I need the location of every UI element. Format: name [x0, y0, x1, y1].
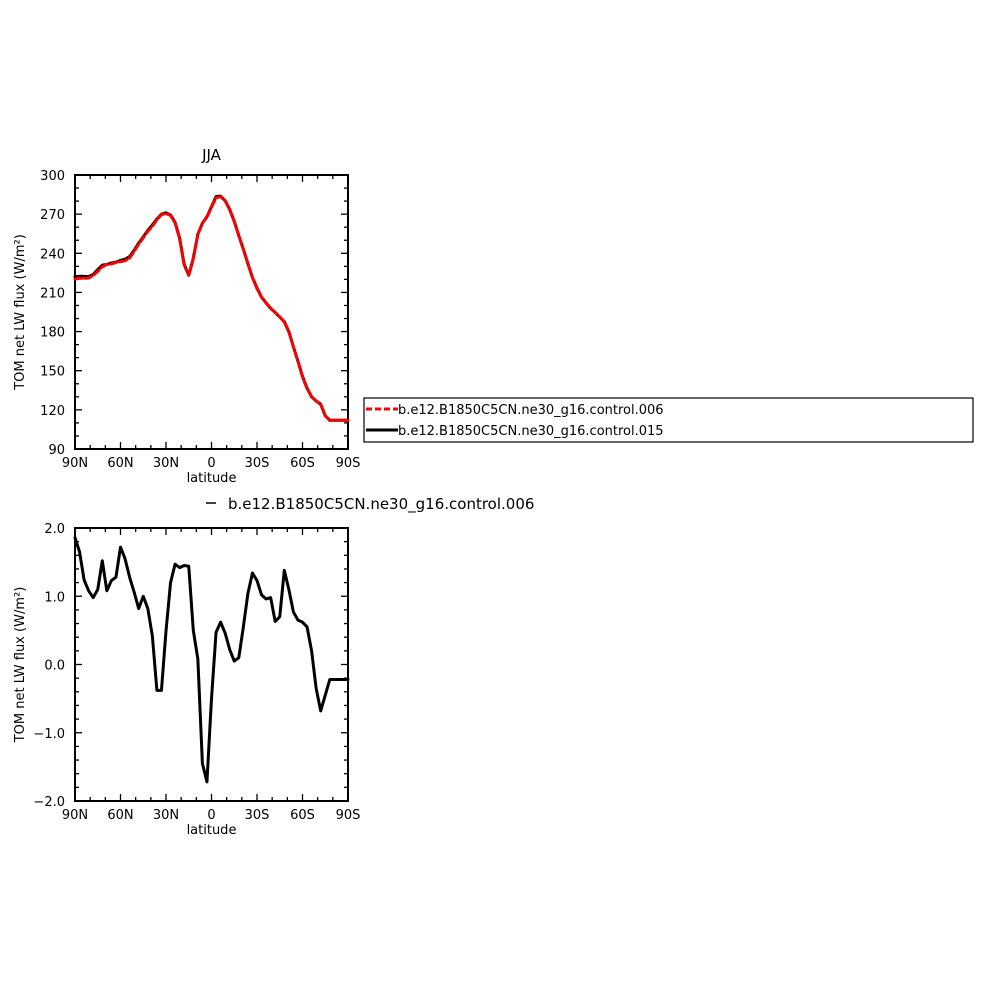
top-panel: JJA 90N 60N 30N 0 30S 60S 90S 90 120 150 180 210 240…	[13, 146, 360, 486]
top-x-tick-label: 60N	[107, 456, 133, 471]
top-y-tick-label: 210	[40, 286, 65, 301]
top-panel-title: JJA	[201, 146, 222, 164]
top-x-tick-label: 90N	[62, 456, 88, 471]
bottom-x-tick-label: 0	[207, 808, 215, 823]
top-y-tick-label: 270	[40, 208, 65, 223]
bottom-x-tick-label: 60N	[107, 808, 133, 823]
top-y-tick-label: 120	[40, 404, 65, 419]
bottom-panel-series	[73, 536, 350, 784]
bottom-x-tick-label: 60S	[290, 808, 315, 823]
top-x-tick-label: 0	[207, 456, 215, 471]
legend-entry-006: b.e12.B1850C5CN.ne30_g16.control.006	[398, 403, 664, 418]
top-x-tick-label: 30N	[153, 456, 179, 471]
bottom-panel-y-axis-label: TOM net LW flux (W/m²)	[13, 587, 28, 744]
top-y-tick-label: 150	[40, 365, 65, 380]
top-panel-series	[73, 194, 350, 422]
bottom-x-tick-label: 90S	[336, 808, 361, 823]
top-y-tick-label: 300	[40, 169, 65, 184]
bottom-y-tick-label: 2.0	[44, 522, 65, 537]
top-panel-frame	[74, 174, 349, 450]
top-panel-x-axis-label: latitude	[187, 471, 237, 486]
bottom-panel-title: b.e12.B1850C5CN.ne30_g16.control.006	[228, 495, 534, 514]
bottom-x-tick-label: 90N	[62, 808, 88, 823]
top-y-tick-label: 180	[40, 326, 65, 341]
top-x-tick-label: 90S	[336, 456, 361, 471]
legend: b.e12.B1850C5CN.ne30_g16.control.006 b.e…	[363, 397, 974, 443]
top-y-tick-label: 90	[48, 443, 65, 458]
bottom-series-line-0	[73, 536, 350, 784]
bottom-y-tick-label: 0.0	[44, 659, 65, 674]
top-y-tick-label: 240	[40, 247, 65, 262]
bottom-x-tick-label: 30S	[245, 808, 270, 823]
bottom-y-tick-label: −1.0	[33, 727, 65, 742]
top-panel-ticks: 90N 60N 30N 0 30S 60S 90S 90 120 150 180 210 240 270 3…	[40, 169, 360, 471]
bottom-panel: b.e12.B1850C5CN.ne30_g16.control.006 90N…	[13, 495, 534, 838]
top-x-tick-label: 60S	[290, 456, 315, 471]
top-panel-y-axis-label: TOM net LW flux (W/m²)	[13, 234, 28, 391]
top-series-line-0	[73, 195, 350, 422]
bottom-x-tick-label: 30N	[153, 808, 179, 823]
bottom-panel-x-axis-label: latitude	[187, 823, 237, 838]
bottom-y-tick-label: −2.0	[33, 795, 65, 810]
legend-box	[363, 397, 974, 443]
top-x-tick-label: 30S	[245, 456, 270, 471]
bottom-y-tick-label: 1.0	[44, 590, 65, 605]
legend-entry-015: b.e12.B1850C5CN.ne30_g16.control.015	[398, 424, 664, 439]
